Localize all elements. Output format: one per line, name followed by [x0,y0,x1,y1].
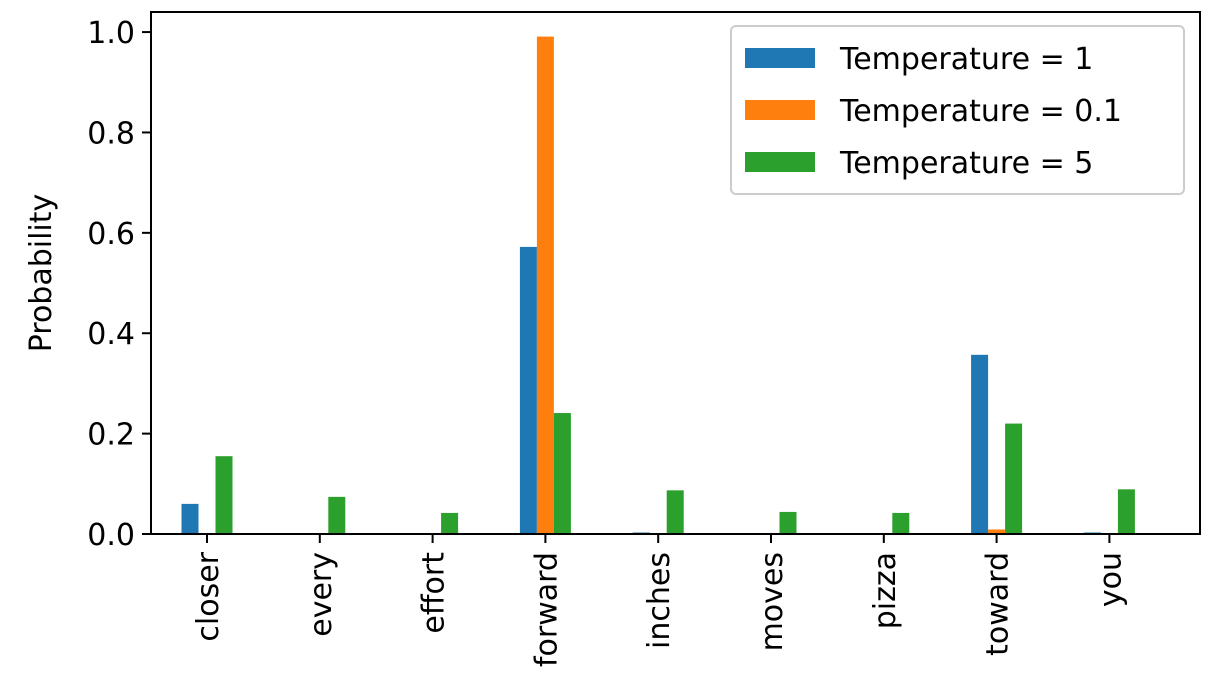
x-tick-label-you: you [1093,552,1128,607]
x-tick-label-closer: closer [191,551,226,641]
x-tick-label-pizza: pizza [868,552,903,629]
legend-swatch-series-2 [745,100,815,120]
bars-layer [181,36,1135,535]
y-axis-label: Probability [24,194,59,353]
bar-you-series-3 [1117,489,1135,534]
bar-toward-series-1 [971,354,989,534]
y-tick-label: 0.2 [87,418,135,453]
x-tick-label-forward: forward [529,552,564,667]
y-tick-label: 0.0 [87,518,135,553]
x-tick-label-every: every [304,552,339,637]
legend-box [730,25,1185,195]
bar-forward-series-3 [553,413,571,534]
x-tick-label-moves: moves [755,552,790,651]
x-tick-label-effort: effort [417,552,452,634]
bar-forward-series-1 [519,246,537,534]
bar-closer-series-3 [215,456,233,534]
bar-inches-series-3 [666,490,684,534]
bar-closer-series-1 [181,503,199,534]
legend-label-series-3: Temperature = 5 [839,146,1093,181]
bar-every-series-3 [328,496,346,534]
y-axis: 0.0 0.2 0.4 0.6 0.8 1.0 [87,16,151,553]
y-tick-label: 0.4 [87,317,135,352]
legend: Temperature = 1 Temperature = 0.1 Temperat… [730,25,1185,195]
x-tick-label-toward: toward [981,552,1016,656]
bar-forward-series-2 [536,36,554,535]
legend-label-series-2: Temperature = 0.1 [839,94,1122,129]
y-tick-label: 1.0 [87,16,135,51]
legend-swatch-series-3 [745,152,815,172]
x-tick-label-inches: inches [642,552,677,649]
legend-swatch-series-1 [745,48,815,68]
bar-effort-series-3 [441,512,459,534]
y-tick-label: 0.6 [87,217,135,252]
plot-frame [150,11,1201,535]
bar-pizza-series-3 [892,512,910,534]
legend-label-series-1: Temperature = 1 [839,42,1093,77]
bar-toward-series-3 [1005,423,1023,534]
y-tick-label: 0.8 [87,116,135,151]
bar-moves-series-3 [779,511,797,534]
bar-toward-series-2 [988,529,1006,534]
x-axis: closer every effort forward inches moves pizza… [191,534,1128,667]
